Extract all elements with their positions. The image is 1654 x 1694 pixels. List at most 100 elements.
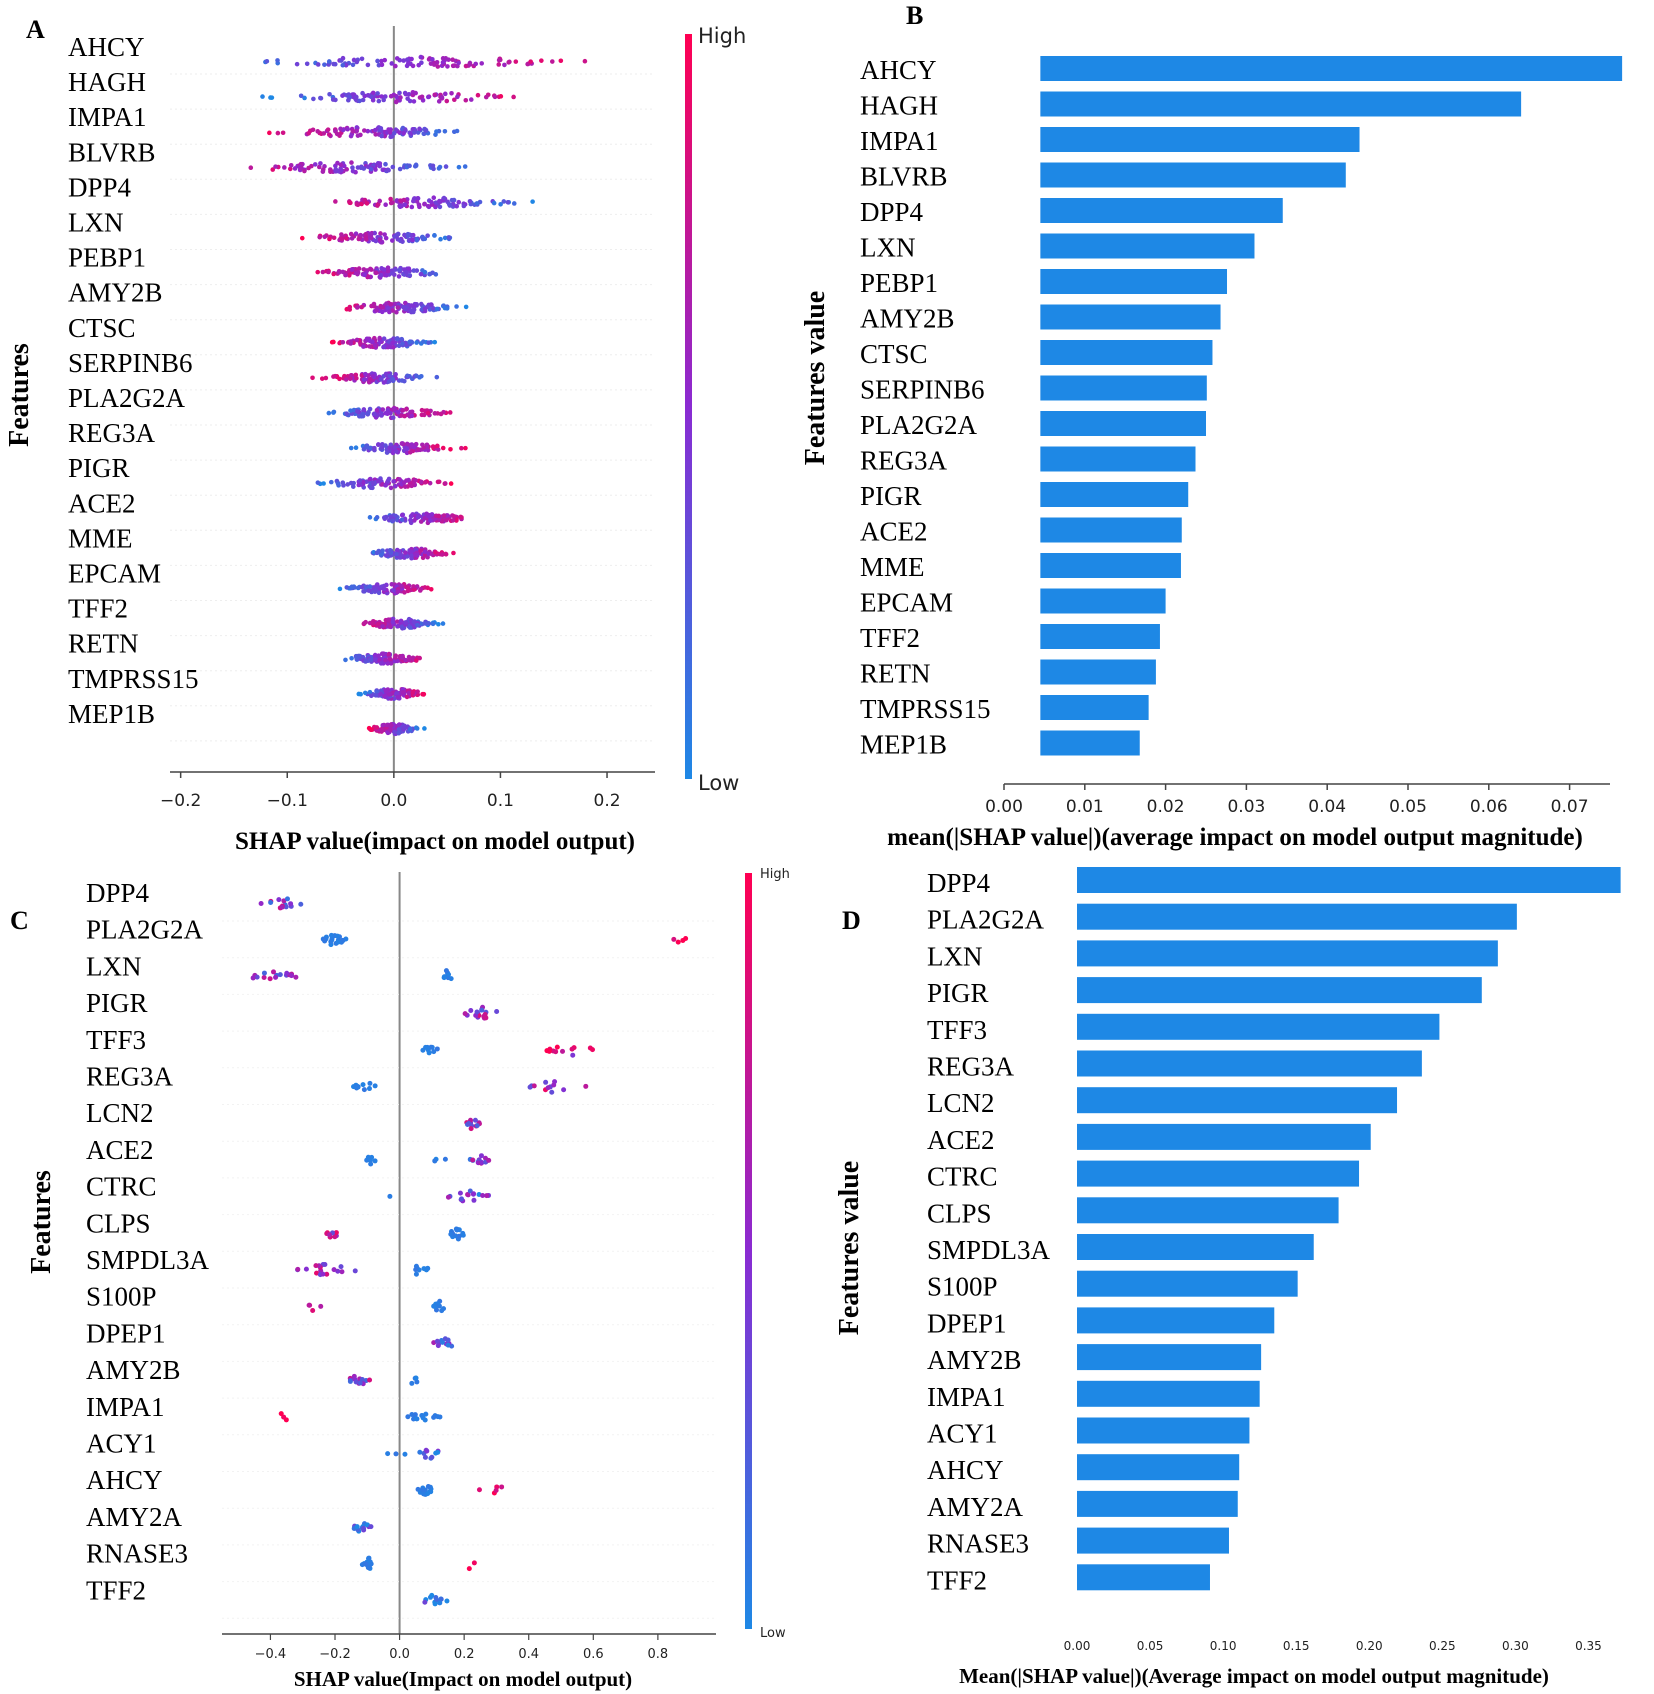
shap-point	[498, 202, 503, 207]
feature-label: REG3A	[68, 418, 156, 448]
shap-point	[393, 655, 398, 660]
bar	[1077, 903, 1517, 930]
shap-point	[456, 1233, 462, 1239]
shap-point	[471, 1197, 477, 1203]
shap-point	[407, 273, 413, 278]
shap-point	[326, 269, 331, 275]
shap-point	[260, 94, 265, 99]
bar	[1077, 867, 1621, 893]
shap-point	[448, 976, 454, 982]
bar	[1077, 977, 1482, 1004]
shap-point	[398, 583, 403, 589]
shap-point	[446, 57, 451, 62]
shap-point	[414, 658, 419, 663]
shap-point	[357, 98, 362, 104]
x-tick-label: −0.1	[267, 791, 308, 811]
feature-label: DPP4	[860, 197, 924, 227]
shap-point	[304, 61, 310, 67]
feature-label: ACY1	[86, 1429, 157, 1459]
shap-point	[545, 1085, 551, 1091]
shap-point	[367, 477, 373, 482]
shap-point	[344, 167, 350, 172]
shap-point	[387, 692, 392, 697]
shap-point	[409, 1412, 415, 1418]
shap-point	[421, 692, 426, 697]
x-axis-title: Mean(|SHAP value|)(Average impact on mod…	[959, 1664, 1549, 1688]
shap-point	[381, 267, 386, 272]
shap-point	[405, 373, 410, 379]
feature-label: AMY2B	[68, 278, 163, 308]
shap-point	[373, 657, 378, 662]
shap-point	[411, 619, 417, 624]
shap-point	[395, 694, 401, 700]
shap-point	[359, 584, 365, 590]
bar	[1040, 304, 1221, 330]
shap-point	[393, 99, 399, 105]
shap-point	[363, 371, 368, 377]
shap-point	[383, 657, 388, 663]
bar	[1040, 730, 1140, 756]
shap-point	[399, 552, 404, 558]
shap-point	[415, 514, 421, 520]
x-tick-label: 0.35	[1575, 1639, 1602, 1653]
feature-label: MEP1B	[68, 699, 155, 729]
colorbar	[685, 34, 692, 779]
feature-label: CLPS	[927, 1198, 992, 1228]
x-tick-label: 0.06	[1470, 797, 1508, 817]
shap-point	[353, 266, 358, 272]
shap-point	[402, 484, 408, 489]
shap-point	[411, 584, 416, 589]
shap-point	[427, 271, 433, 277]
shap-point	[493, 1487, 499, 1493]
shap-point	[340, 55, 346, 61]
shap-point	[328, 939, 334, 945]
shap-point	[350, 129, 356, 134]
shap-point	[367, 344, 372, 349]
shap-point	[284, 896, 290, 902]
shap-point	[368, 1161, 374, 1167]
shap-point	[351, 484, 356, 489]
shap-point	[258, 901, 264, 907]
shap-point	[425, 410, 431, 416]
shap-point	[455, 94, 460, 100]
shap-point	[381, 336, 387, 341]
bar	[1077, 1344, 1262, 1371]
shap-point	[276, 897, 282, 903]
shap-point	[376, 590, 382, 596]
feature-label: CTSC	[860, 339, 928, 369]
shap-point	[354, 1524, 360, 1530]
feature-label: REG3A	[927, 1052, 1015, 1082]
shap-point	[413, 1375, 419, 1381]
shap-point	[388, 485, 394, 491]
shap-point	[280, 130, 286, 136]
feature-label: TFF2	[860, 623, 920, 653]
shap-point	[362, 197, 368, 203]
shap-point	[432, 233, 437, 238]
shap-point	[454, 203, 460, 209]
shap-point	[326, 59, 332, 64]
colorbar-high-label: High	[760, 867, 790, 882]
shap-point	[371, 301, 377, 307]
shap-point	[310, 127, 316, 133]
shap-point	[293, 974, 299, 980]
shap-point	[445, 1342, 451, 1348]
shap-point	[384, 689, 389, 694]
bar	[1077, 1270, 1298, 1297]
shap-point	[315, 62, 321, 67]
shap-point	[354, 337, 360, 343]
shap-point	[393, 513, 399, 519]
shap-point	[403, 300, 408, 306]
feature-label: IMPA1	[86, 1392, 165, 1422]
bar	[1077, 940, 1498, 967]
shap-point	[443, 91, 448, 97]
shap-point	[476, 1487, 482, 1493]
shap-point	[462, 1011, 468, 1017]
shap-point	[379, 62, 385, 68]
shap-point	[390, 164, 396, 170]
shap-point	[393, 127, 399, 133]
shap-point	[463, 63, 469, 69]
bar	[1040, 198, 1283, 223]
shap-point	[399, 517, 405, 523]
shap-point	[368, 266, 373, 272]
shap-point	[349, 656, 354, 661]
